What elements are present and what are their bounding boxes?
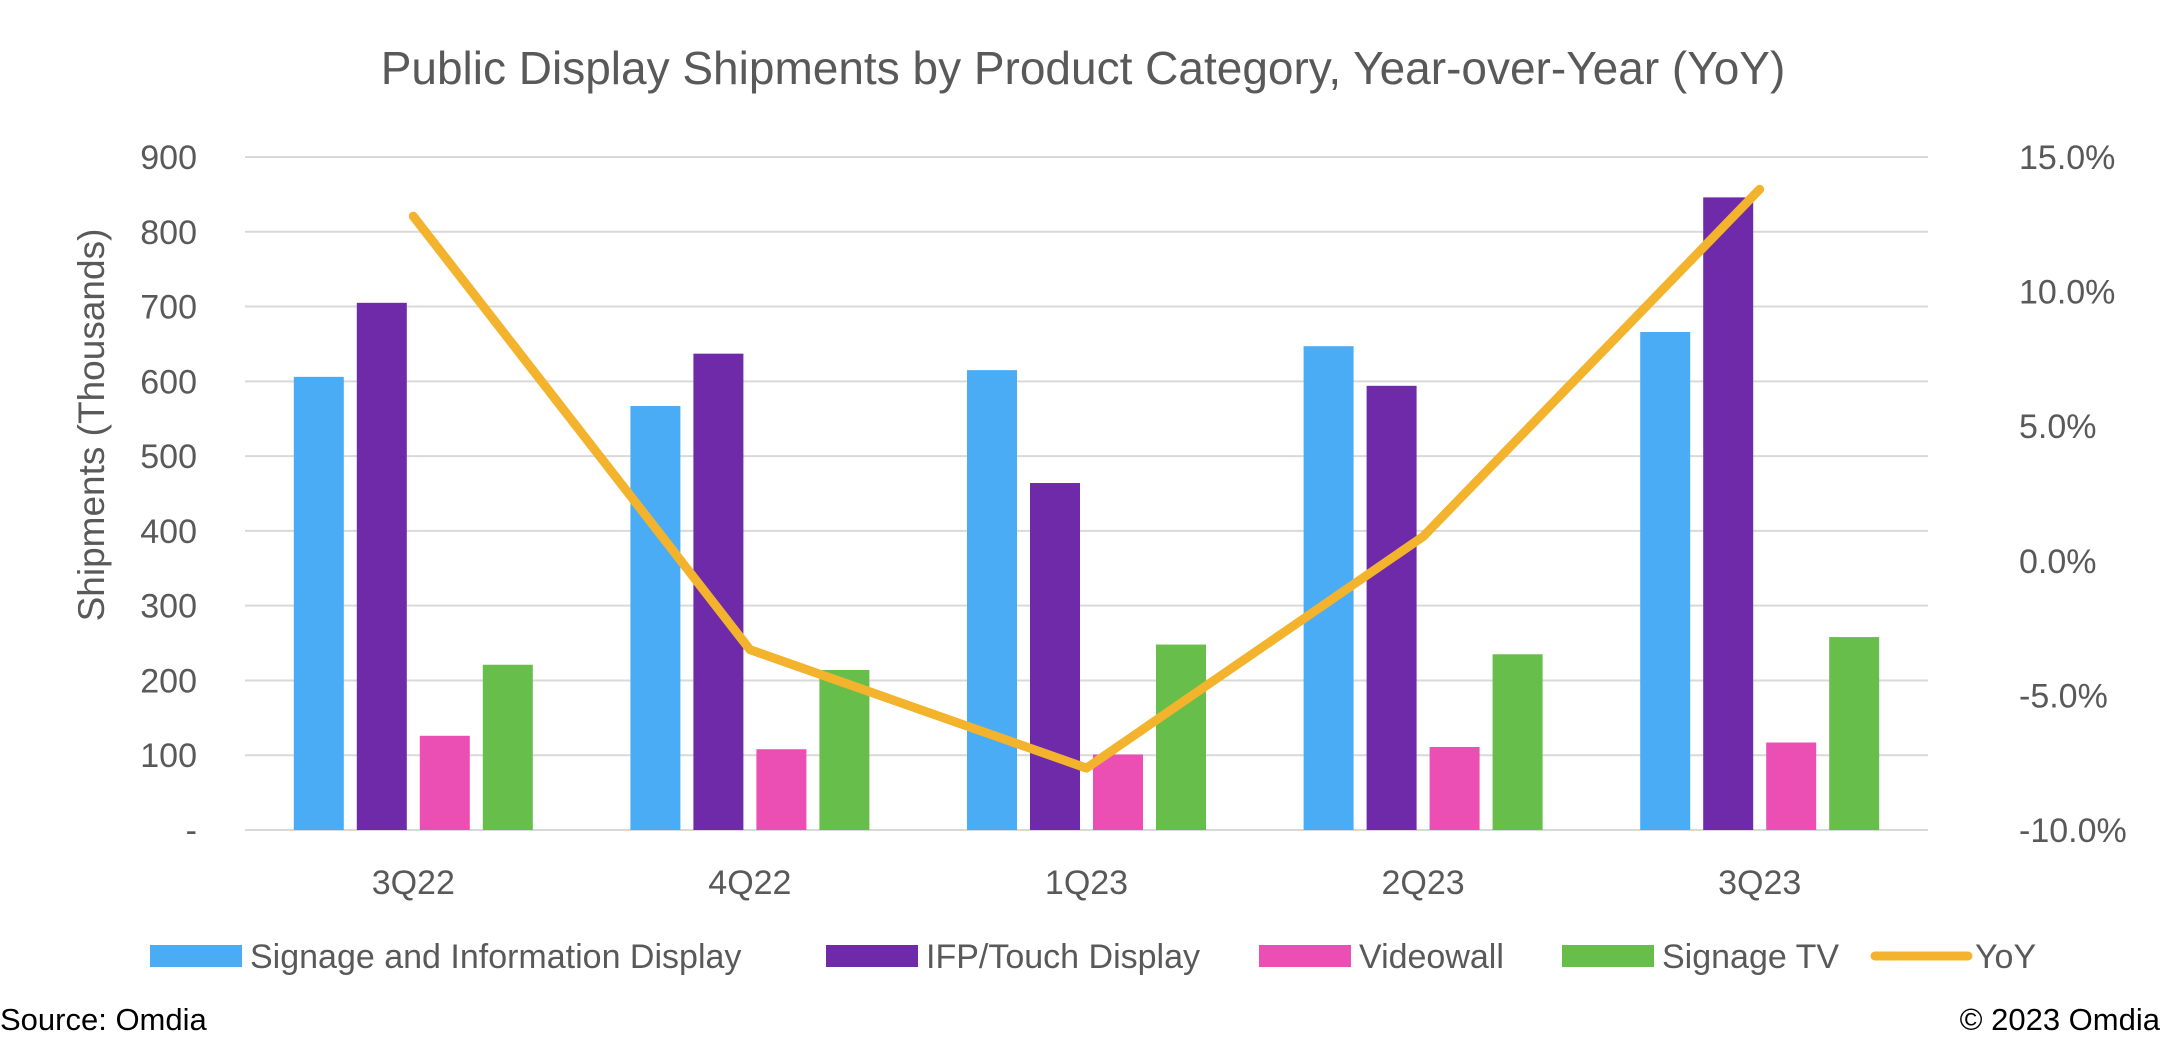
y-tick-label: 100 (140, 737, 197, 775)
chart-title: Public Display Shipments by Product Cate… (381, 42, 1786, 94)
bar-videowall-3q22 (419, 735, 470, 830)
x-tick-label: 1Q23 (1045, 864, 1128, 902)
bar-videowall-3q23 (1766, 742, 1817, 830)
y-axis-label: Shipments (Thousands) (71, 229, 112, 622)
bar-videowall-1q23 (1093, 754, 1143, 830)
x-tick-label: 3Q22 (372, 864, 455, 902)
bar-ifp-touch-display-3q23 (1703, 197, 1754, 830)
line-yoy (408, 184, 1765, 773)
y2-tick-label: 10.0% (2019, 274, 2115, 312)
copyright-text: © 2023 Omdia (1960, 1002, 2161, 1037)
legend-label: IFP/Touch Display (926, 938, 1200, 976)
legend-label: YoY (1975, 938, 2036, 976)
bar-ifp-touch-display-1q23 (1030, 483, 1080, 830)
y-tick-label: - (186, 812, 197, 850)
bar-signage-and-information-display-3q23 (1640, 331, 1691, 830)
y-tick-label: 600 (140, 363, 197, 401)
y-tick-label: 700 (140, 289, 197, 327)
legend: Signage and Information Display IFP/Touch… (150, 938, 2036, 976)
y2-tick-label: -5.0% (2019, 677, 2108, 715)
bar-signage-and-information-display-4q22 (630, 406, 681, 830)
legend-label: Signage TV (1662, 938, 1839, 976)
y-tick-label: 400 (140, 513, 197, 551)
bar-signage-tv-4q22 (819, 669, 870, 830)
legend-item-ifp-touch-display: IFP/Touch Display (826, 938, 1200, 976)
bar-signage-tv-1q23 (1156, 644, 1206, 830)
y-axis-ticks: - 100 200 300 400 500 600 700 800 900 (140, 139, 197, 850)
legend-item-videowall: Videowall (1259, 938, 1504, 976)
y2-tick-label: -10.0% (2019, 812, 2127, 850)
bar-signage-tv-2q23 (1492, 654, 1543, 830)
x-axis-ticks: 3Q22 4Q22 1Q23 2Q23 3Q23 (372, 864, 1802, 902)
bar-videowall-2q23 (1429, 746, 1480, 830)
bar-ifp-touch-display-2q23 (1366, 385, 1417, 830)
legend-swatch (1259, 945, 1351, 967)
legend-swatch (150, 945, 242, 967)
yoy-line-layer (408, 184, 1765, 773)
y-tick-label: 900 (140, 139, 197, 177)
source-text: Source: Omdia (0, 1002, 208, 1037)
bar-ifp-touch-display-3q22 (356, 302, 407, 831)
legend-swatch (826, 945, 918, 967)
y-tick-label: 800 (140, 214, 197, 252)
legend-label: Signage and Information Display (250, 938, 741, 976)
y-tick-label: 200 (140, 662, 197, 700)
bars (293, 197, 1880, 831)
y-tick-label: 500 (140, 438, 197, 476)
x-tick-label: 4Q22 (708, 864, 791, 902)
bar-videowall-4q22 (756, 749, 807, 830)
legend-swatch (1562, 945, 1654, 967)
bar-signage-tv-3q23 (1829, 637, 1880, 830)
y2-tick-label: 15.0% (2019, 139, 2115, 177)
legend-item-yoy: YoY (1870, 938, 2036, 976)
legend-item-signage-and-information-display: Signage and Information Display (150, 938, 741, 976)
legend-label: Videowall (1359, 938, 1504, 976)
bar-signage-tv-3q22 (482, 664, 533, 830)
y2-tick-label: 5.0% (2019, 408, 2097, 446)
legend-item-signage-tv: Signage TV (1562, 938, 1839, 976)
y-tick-label: 300 (140, 588, 197, 626)
y2-axis-ticks: -10.0% -5.0% 0.0% 5.0% 10.0% 15.0% (2019, 139, 2127, 850)
bar-signage-and-information-display-3q22 (293, 376, 344, 830)
bar-signage-and-information-display-1q23 (967, 370, 1017, 830)
x-tick-label: 2Q23 (1382, 864, 1465, 902)
y2-tick-label: 0.0% (2019, 543, 2097, 581)
x-tick-label: 3Q23 (1718, 864, 1801, 902)
